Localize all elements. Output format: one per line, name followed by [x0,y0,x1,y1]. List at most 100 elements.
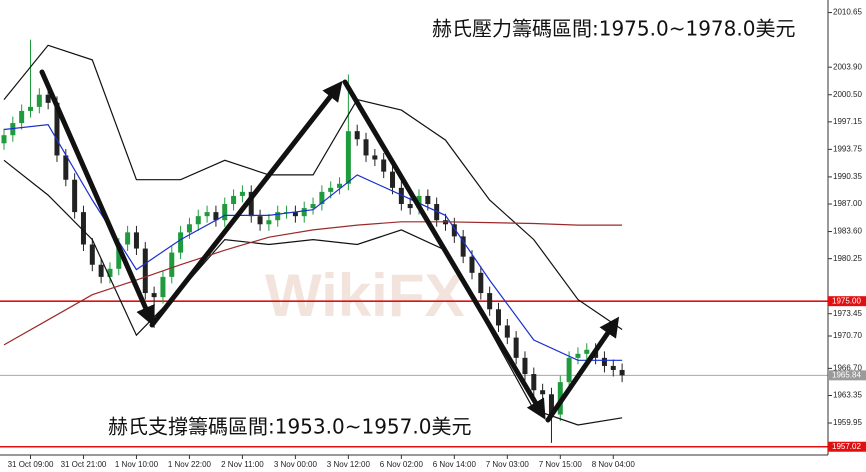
candle-body [151,293,157,298]
candle-body [36,94,42,107]
candle-body [266,220,272,225]
candle-body [522,357,528,375]
y-tick-label: 2000.50 [833,90,862,99]
candle-body [540,390,546,395]
x-tick-label: 6 Nov 02:00 [380,460,424,469]
candle-body [337,183,343,188]
x-tick-label: 8 Nov 04:00 [592,460,636,469]
candle-body [204,212,210,217]
x-tick-label: 2 Nov 11:00 [221,460,264,469]
candle-body [248,191,254,217]
candle-body [231,195,237,205]
watermark: WikiFX [265,262,464,329]
candle-body [319,191,325,205]
candle-body [275,212,281,221]
candle-body [478,272,484,294]
candle-body [169,252,175,277]
candle-body [460,236,466,257]
candle-body [186,224,192,233]
price-label-box [828,370,866,381]
candle-body [19,110,25,124]
price-label-box [828,296,866,307]
candle-body [513,337,519,358]
arrow [39,69,155,327]
candle-body [381,159,387,172]
y-tick-label: 1997.15 [833,117,862,126]
y-tick-label: 1959.95 [833,418,862,427]
x-tick-label: 7 Nov 03:00 [486,460,530,469]
arrow [545,316,620,423]
candle-body [125,232,131,245]
x-tick-label: 7 Nov 15:00 [539,460,583,469]
candle-body [504,325,510,338]
x-tick-label: 31 Oct 21:00 [61,460,107,469]
candle-body [27,106,33,111]
y-tick-label: 1987.00 [833,199,862,208]
candle-body [45,94,51,103]
price-label: 1975.00 [832,296,861,305]
y-tick-label: 1980.25 [833,254,862,263]
candle-body [1,135,7,144]
price-label: 1965.84 [832,370,861,379]
candle-body [222,204,228,221]
candle-body [425,195,431,205]
y-tick-label: 2010.65 [833,8,862,17]
candle-body [531,374,537,391]
overlay-line [3,221,623,346]
y-tick-label: 1983.60 [833,227,862,236]
arrow [342,79,546,420]
candle-body [451,224,457,237]
candle-body [495,309,501,326]
x-tick-label: 1 Nov 10:00 [115,460,159,469]
y-tick-label: 1993.75 [833,144,862,153]
candle-body [257,216,263,225]
candle-body [292,212,298,217]
candle-body [142,248,148,294]
candle-body [566,357,572,383]
y-tick-label: 1973.45 [833,309,862,318]
overlay-line [3,44,623,330]
arrow [149,80,343,328]
candle-body [372,155,378,160]
candle-body [390,171,396,188]
candle-body [363,139,369,156]
x-tick-label: 3 Nov 12:00 [327,460,371,469]
candle-body [133,232,139,249]
candle-body [345,131,351,184]
candle-body [398,187,404,205]
candle-body [239,191,245,196]
annotation: 赫氏壓力籌碼區間:1975.0~1978.0美元 [432,17,795,41]
candle-body [469,256,475,273]
candle-body [407,204,413,209]
candle-body [548,394,554,415]
candle-body [310,204,316,209]
price-label: 1957.02 [832,442,861,451]
y-tick-label: 1970.70 [833,331,862,340]
candle-body [63,155,69,180]
candle-body [575,353,581,358]
candle-body [80,212,86,245]
candle-body [619,369,625,376]
candle-body [434,204,440,221]
candle-body [354,131,360,140]
plot-area [0,0,828,455]
candle-body [98,264,104,277]
candle-body [487,293,493,310]
overlay-line [3,159,623,426]
candle-body [107,268,113,277]
candle-body [301,208,307,217]
annotation: 赫氏支撐籌碼區間:1953.0~1957.0美元 [108,415,471,439]
candle-body [213,212,219,221]
y-tick-label: 2003.90 [833,62,862,71]
candle-body [195,216,201,225]
candle-body [178,232,184,253]
candle-body [160,276,166,298]
x-tick-label: 31 Oct 09:00 [8,460,54,469]
candle-body [54,102,60,156]
candle-body [116,244,122,269]
arrows [39,69,620,423]
candle-body [584,349,590,354]
y-tick-label: 1990.35 [833,172,862,181]
candle-body [328,187,334,192]
